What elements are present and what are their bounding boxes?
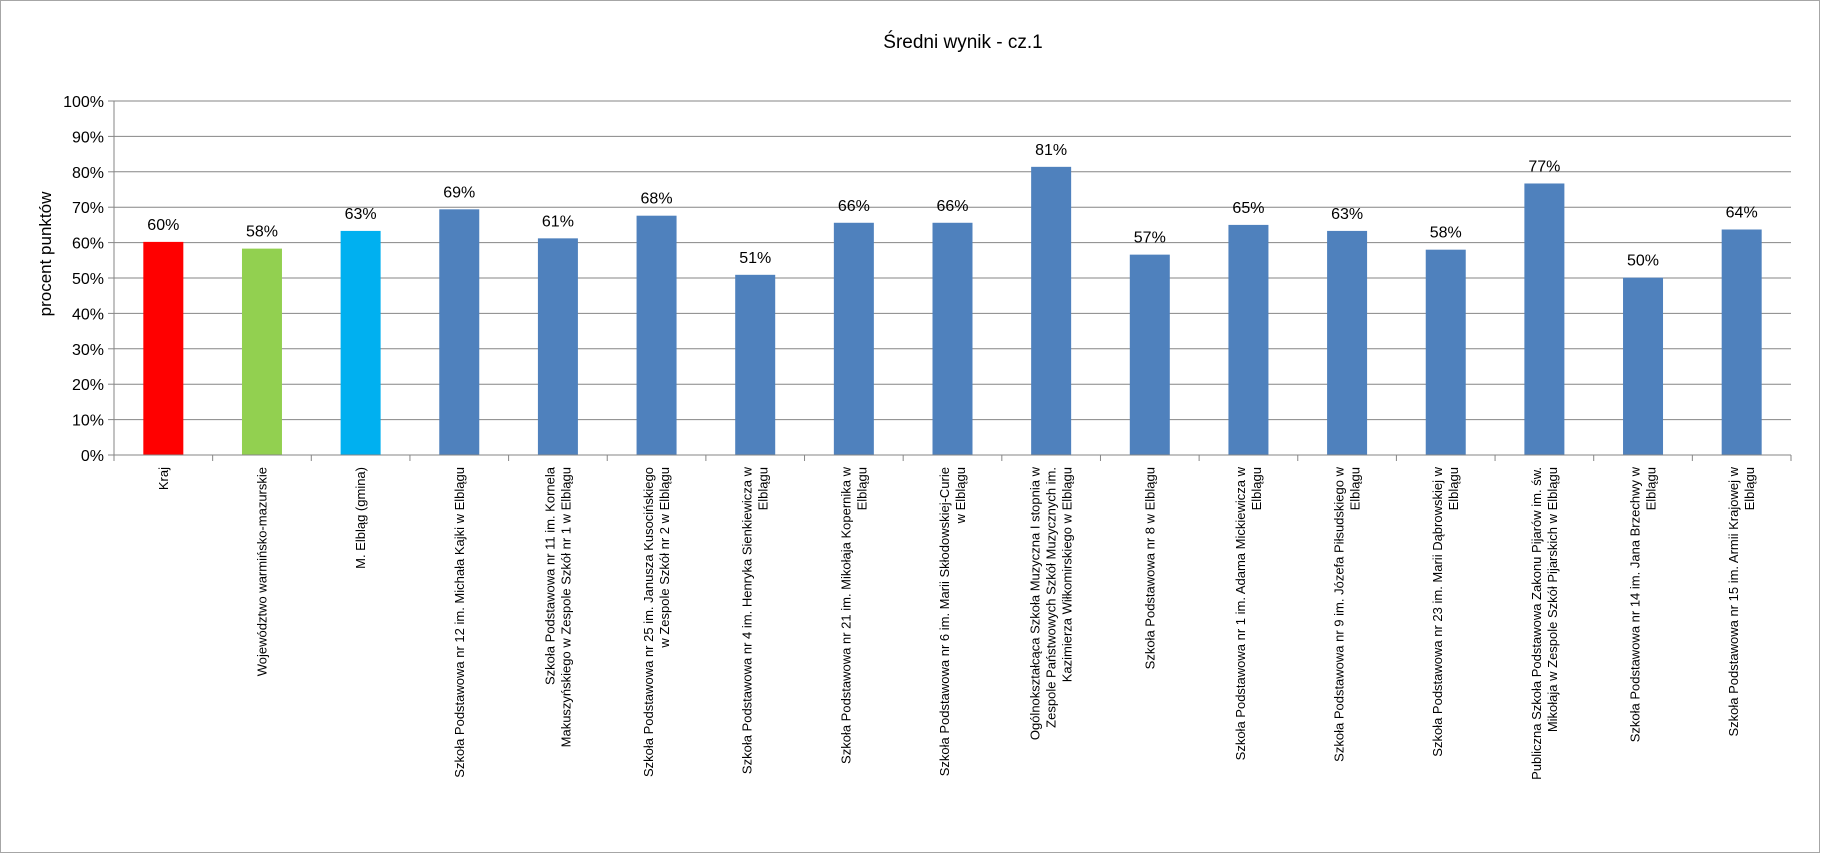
x-axis-labels: Kraj Województwo warmińsko-mazurskie M. El… bbox=[156, 466, 1757, 780]
bars bbox=[143, 166, 1762, 455]
bar bbox=[241, 248, 282, 455]
y-tick-label: 30% bbox=[72, 342, 104, 359]
bar bbox=[833, 222, 874, 455]
svg-text:Województwo warmińsko-mazurski: Województwo warmińsko-mazurskie bbox=[254, 467, 269, 676]
svg-text:Szkoła Podstawowa nr 23 im. Ma: Szkoła Podstawowa nr 23 im. Marii Dąbrow… bbox=[1430, 466, 1461, 756]
x-tick-label: Szkoła Podstawowa nr 25 im. Janusza Kuso… bbox=[641, 467, 672, 777]
y-tick-label: 20% bbox=[72, 377, 104, 394]
svg-text:Kraj: Kraj bbox=[156, 467, 171, 490]
svg-text:Szkoła Podstawowa nr 8 w Elblą: Szkoła Podstawowa nr 8 w Elblągu bbox=[1142, 467, 1157, 669]
y-tick-label: 0% bbox=[81, 448, 104, 465]
bar bbox=[636, 215, 677, 455]
svg-text:Szkoła Podstawowa nr 4 im. Hen: Szkoła Podstawowa nr 4 im. Henryka Sienk… bbox=[740, 466, 771, 774]
x-tick-label: Szkoła Podstawowa nr 6 im. Marii Skłodow… bbox=[937, 467, 968, 776]
x-tick-label: Szkoła Podstawowa nr 23 im. Marii Dąbrow… bbox=[1430, 466, 1461, 756]
bar bbox=[1425, 249, 1466, 455]
data-label: 66% bbox=[838, 198, 870, 215]
svg-text:Szkoła Podstawowa nr 1 im. Ada: Szkoła Podstawowa nr 1 im. Adama Mickiew… bbox=[1233, 466, 1264, 760]
svg-text:Szkoła Podstawowa nr 6 im. Mar: Szkoła Podstawowa nr 6 im. Marii Skłodow… bbox=[937, 467, 968, 776]
svg-text:Szkoła Podstawowa nr 14 im. Ja: Szkoła Podstawowa nr 14 im. Jana Brzechw… bbox=[1628, 466, 1659, 742]
svg-text:Szkoła Podstawowa nr 11 im. Ko: Szkoła Podstawowa nr 11 im. KornelaMakus… bbox=[542, 466, 573, 747]
bar bbox=[439, 209, 480, 455]
axes bbox=[108, 100, 1792, 461]
y-tick-label: 70% bbox=[72, 200, 104, 217]
bar bbox=[1031, 166, 1072, 455]
data-label: 51% bbox=[739, 250, 771, 267]
svg-text:Szkoła Podstawowa nr 25 im. Ja: Szkoła Podstawowa nr 25 im. Janusza Kuso… bbox=[641, 467, 672, 777]
y-axis-ticks: 0% 10% 20% 30% 40% 50% 60% 70% 80% 90% 100% bbox=[63, 94, 104, 465]
x-tick-label: Województwo warmińsko-mazurskie bbox=[254, 467, 269, 676]
y-tick-label: 80% bbox=[72, 165, 104, 182]
bar bbox=[340, 230, 381, 455]
data-label: 68% bbox=[641, 191, 673, 208]
data-label: 60% bbox=[147, 217, 179, 234]
x-tick-label: Szkoła Podstawowa nr 9 im. Józefa Piłsud… bbox=[1332, 466, 1363, 761]
y-tick-label: 50% bbox=[72, 271, 104, 288]
data-label: 61% bbox=[542, 213, 574, 230]
data-label: 63% bbox=[1331, 206, 1363, 223]
x-tick-label: Szkoła Podstawowa nr 4 im. Henryka Sienk… bbox=[740, 466, 771, 774]
x-tick-label: Szkoła Podstawowa nr 21 im. Mikołaja Kop… bbox=[838, 466, 869, 764]
bar bbox=[1721, 229, 1762, 455]
bar bbox=[143, 241, 184, 455]
svg-text:Ogólnokształcąca Szkoła Muzycz: Ogólnokształcąca Szkoła Muzyczna I stopn… bbox=[1028, 466, 1075, 740]
svg-text:M. Elbląg (gmina): M. Elbląg (gmina) bbox=[353, 467, 368, 569]
y-tick-label: 40% bbox=[72, 306, 104, 323]
data-labels: 60% 58% 63% 69% 61% 68% 51% 66% 66% 81% 57% 65% 63% 5… bbox=[147, 142, 1757, 270]
y-tick-label: 10% bbox=[72, 413, 104, 430]
x-tick-label: Ogólnokształcąca Szkoła Muzyczna I stopn… bbox=[1028, 466, 1075, 740]
bar bbox=[1623, 277, 1664, 455]
x-tick-label: Szkoła Podstawowa nr 15 im. Armii Krajow… bbox=[1726, 466, 1757, 736]
data-label: 57% bbox=[1134, 230, 1166, 247]
bar bbox=[735, 274, 776, 455]
data-label: 69% bbox=[443, 184, 475, 201]
data-label: 81% bbox=[1035, 142, 1067, 159]
chart-title: Średni wynik - cz.1 bbox=[883, 31, 1042, 53]
x-tick-label: Szkoła Podstawowa nr 1 im. Adama Mickiew… bbox=[1233, 466, 1264, 760]
x-tick-label: Szkoła Podstawowa nr 11 im. KornelaMakus… bbox=[542, 466, 573, 747]
data-label: 77% bbox=[1528, 158, 1560, 175]
svg-text:Szkoła Podstawowa nr 15 im. Ar: Szkoła Podstawowa nr 15 im. Armii Krajow… bbox=[1726, 466, 1757, 736]
x-tick-label: M. Elbląg (gmina) bbox=[353, 467, 368, 569]
x-tick-label: Szkoła Podstawowa nr 14 im. Jana Brzechw… bbox=[1628, 466, 1659, 742]
y-tick-label: 90% bbox=[72, 129, 104, 146]
bar bbox=[537, 238, 578, 455]
data-label: 63% bbox=[345, 206, 377, 223]
bar bbox=[1129, 254, 1170, 455]
x-tick-label: Szkoła Podstawowa nr 12 im. Michała Kajk… bbox=[452, 467, 467, 778]
data-label: 65% bbox=[1232, 200, 1264, 217]
data-label: 50% bbox=[1627, 253, 1659, 270]
x-tick-label: Kraj bbox=[156, 467, 171, 490]
bar bbox=[1228, 224, 1269, 455]
y-tick-label: 100% bbox=[63, 94, 104, 111]
data-label: 64% bbox=[1726, 205, 1758, 222]
data-label: 58% bbox=[246, 224, 278, 241]
y-axis-label: procent punktów bbox=[36, 191, 55, 316]
data-label: 58% bbox=[1430, 225, 1462, 242]
bar bbox=[1524, 183, 1565, 455]
x-tick-label: Szkoła Podstawowa nr 8 w Elblągu bbox=[1142, 467, 1157, 669]
y-tick-label: 60% bbox=[72, 236, 104, 253]
x-tick-label: Publiczna Szkoła Podstawowa Zakonu Pijar… bbox=[1529, 467, 1560, 780]
svg-text:Szkoła Podstawowa nr 9 im. Józ: Szkoła Podstawowa nr 9 im. Józefa Piłsud… bbox=[1332, 466, 1363, 761]
svg-text:Publiczna Szkoła Podstawowa Za: Publiczna Szkoła Podstawowa Zakonu Pijar… bbox=[1529, 467, 1560, 780]
svg-text:Szkoła Podstawowa nr 21 im. Mi: Szkoła Podstawowa nr 21 im. Mikołaja Kop… bbox=[838, 466, 869, 764]
data-label: 66% bbox=[936, 198, 968, 215]
bar bbox=[932, 222, 973, 455]
bar bbox=[1327, 230, 1368, 455]
svg-text:Szkoła Podstawowa nr 12 im. Mi: Szkoła Podstawowa nr 12 im. Michała Kajk… bbox=[452, 467, 467, 778]
